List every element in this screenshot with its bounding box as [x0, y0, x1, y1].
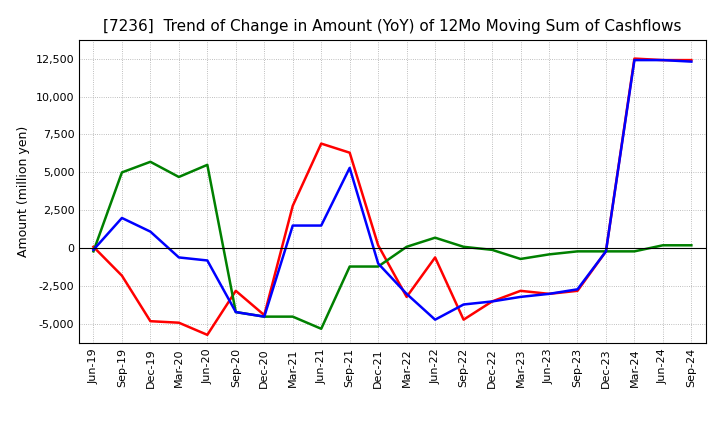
Investing Cashflow — [346, 264, 354, 269]
Operating Cashflow — [260, 312, 269, 318]
Operating Cashflow — [659, 58, 667, 63]
Investing Cashflow — [260, 314, 269, 319]
Operating Cashflow — [117, 273, 126, 278]
Free Cashflow — [516, 294, 525, 300]
Investing Cashflow — [687, 242, 696, 248]
Free Cashflow — [431, 317, 439, 323]
Investing Cashflow — [174, 174, 183, 180]
Investing Cashflow — [289, 314, 297, 319]
Free Cashflow — [89, 247, 98, 253]
Free Cashflow — [117, 215, 126, 220]
Operating Cashflow — [516, 288, 525, 293]
Investing Cashflow — [374, 264, 382, 269]
Operating Cashflow — [89, 244, 98, 249]
Free Cashflow — [659, 58, 667, 63]
Operating Cashflow — [174, 320, 183, 325]
Operating Cashflow — [232, 288, 240, 293]
Free Cashflow — [630, 58, 639, 63]
Free Cashflow — [146, 229, 155, 234]
Line: Investing Cashflow: Investing Cashflow — [94, 162, 691, 329]
Free Cashflow — [374, 261, 382, 266]
Investing Cashflow — [146, 159, 155, 165]
Free Cashflow — [545, 291, 554, 297]
Investing Cashflow — [459, 244, 468, 249]
Free Cashflow — [487, 299, 496, 304]
Free Cashflow — [174, 255, 183, 260]
Investing Cashflow — [602, 249, 611, 254]
Investing Cashflow — [117, 170, 126, 175]
Investing Cashflow — [545, 252, 554, 257]
Investing Cashflow — [232, 309, 240, 315]
Operating Cashflow — [687, 58, 696, 63]
Investing Cashflow — [431, 235, 439, 240]
Free Cashflow — [232, 309, 240, 315]
Y-axis label: Amount (million yen): Amount (million yen) — [17, 126, 30, 257]
Investing Cashflow — [516, 257, 525, 262]
Operating Cashflow — [630, 56, 639, 61]
Operating Cashflow — [573, 288, 582, 293]
Free Cashflow — [459, 302, 468, 307]
Operating Cashflow — [487, 299, 496, 304]
Free Cashflow — [289, 223, 297, 228]
Operating Cashflow — [374, 242, 382, 248]
Free Cashflow — [573, 287, 582, 292]
Investing Cashflow — [630, 249, 639, 254]
Investing Cashflow — [573, 249, 582, 254]
Operating Cashflow — [402, 294, 411, 300]
Operating Cashflow — [602, 249, 611, 254]
Free Cashflow — [346, 165, 354, 171]
Operating Cashflow — [317, 141, 325, 146]
Operating Cashflow — [346, 150, 354, 155]
Operating Cashflow — [431, 255, 439, 260]
Free Cashflow — [687, 59, 696, 64]
Free Cashflow — [317, 223, 325, 228]
Title: [7236]  Trend of Change in Amount (YoY) of 12Mo Moving Sum of Cashflows: [7236] Trend of Change in Amount (YoY) o… — [103, 19, 682, 34]
Free Cashflow — [602, 249, 611, 254]
Operating Cashflow — [459, 317, 468, 323]
Free Cashflow — [402, 291, 411, 297]
Line: Free Cashflow: Free Cashflow — [94, 60, 691, 320]
Investing Cashflow — [89, 249, 98, 254]
Free Cashflow — [203, 258, 212, 263]
Operating Cashflow — [545, 291, 554, 297]
Investing Cashflow — [659, 242, 667, 248]
Investing Cashflow — [203, 162, 212, 168]
Operating Cashflow — [146, 319, 155, 324]
Line: Operating Cashflow: Operating Cashflow — [94, 59, 691, 335]
Free Cashflow — [260, 314, 269, 319]
Investing Cashflow — [402, 244, 411, 249]
Operating Cashflow — [289, 203, 297, 209]
Investing Cashflow — [487, 247, 496, 253]
Investing Cashflow — [317, 326, 325, 331]
Operating Cashflow — [203, 332, 212, 337]
